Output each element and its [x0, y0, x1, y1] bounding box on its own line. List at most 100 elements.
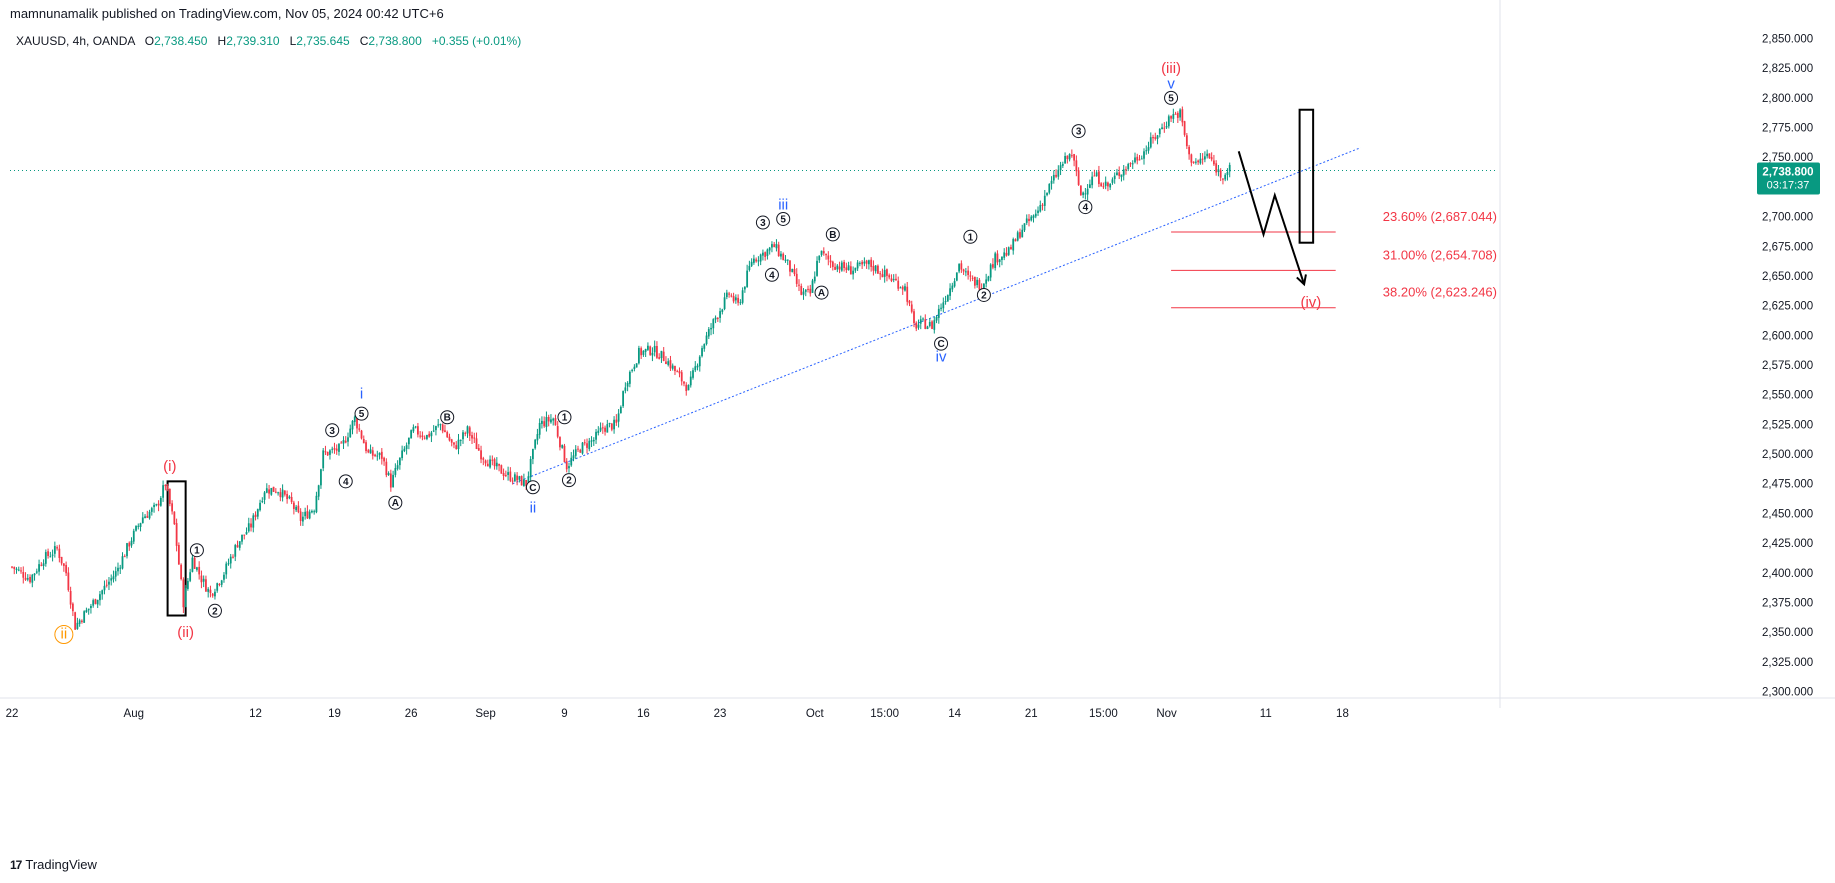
- candle-body: [872, 265, 875, 271]
- candle-body: [852, 270, 855, 275]
- candle-body: [389, 473, 392, 488]
- candle-body: [868, 260, 870, 265]
- candle-body: [604, 427, 606, 432]
- candle-body: [1181, 109, 1184, 123]
- candle-body: [953, 281, 956, 287]
- candle-body: [383, 457, 385, 462]
- price-tick-label: 2,650.000: [1762, 271, 1813, 283]
- candle-body: [676, 371, 679, 373]
- symbol-info[interactable]: XAUUSD, 4h, OANDA: [16, 34, 135, 48]
- candle-body: [624, 387, 627, 391]
- candle-body: [858, 262, 861, 264]
- candle-body: [182, 579, 185, 608]
- candle-body: [367, 450, 370, 453]
- candle-body: [913, 311, 915, 324]
- candle-body: [996, 253, 999, 263]
- wave-count-label: 3: [329, 426, 335, 437]
- candle-body: [1154, 137, 1157, 139]
- candle-body: [38, 564, 40, 572]
- candle-body: [216, 583, 219, 591]
- candle-body: [516, 475, 519, 481]
- candle-body: [1070, 155, 1073, 157]
- candle-body: [121, 556, 124, 569]
- candle-body: [1161, 127, 1163, 130]
- candle-body: [1003, 252, 1006, 258]
- candle-body: [741, 290, 744, 303]
- candle-body: [608, 422, 611, 424]
- wave-count-circle: [814, 285, 829, 300]
- projection-arrowhead: [1296, 274, 1307, 287]
- candle-body: [114, 571, 117, 577]
- candle-body: [1023, 223, 1026, 231]
- candle-body: [475, 438, 478, 450]
- candle-body: [53, 546, 56, 554]
- wave-label: (iv): [1300, 294, 1321, 311]
- candle-body: [166, 485, 169, 490]
- tradingview-footer[interactable]: 17 TradingView: [10, 857, 97, 872]
- candle-body: [647, 345, 649, 350]
- candle-body: [401, 450, 404, 459]
- wave-count-circle: [755, 215, 770, 230]
- wave-count-label: 4: [1083, 203, 1089, 214]
- candle-body: [743, 286, 746, 290]
- candle-body: [26, 578, 29, 580]
- candle-body: [538, 422, 541, 435]
- candle-body: [459, 439, 462, 441]
- candle-body: [1224, 174, 1227, 180]
- candle-body: [1167, 116, 1170, 127]
- candle-body: [579, 449, 582, 453]
- candle-body: [829, 260, 832, 263]
- price-tick-label: 2,700.000: [1762, 212, 1813, 224]
- candle-body: [667, 361, 670, 365]
- candle-body: [315, 495, 318, 513]
- candle-body: [44, 552, 47, 564]
- candle-body: [317, 485, 320, 497]
- candle-body: [928, 321, 931, 327]
- candle-body: [960, 263, 963, 270]
- candle-body: [132, 530, 135, 542]
- candle-body: [752, 258, 755, 263]
- price-tick-label: 2,500.000: [1762, 449, 1813, 461]
- candle-body: [268, 489, 270, 494]
- candle-body: [392, 474, 394, 488]
- candle-body: [793, 268, 796, 275]
- candle-body: [437, 424, 440, 426]
- candle-body: [820, 250, 823, 255]
- candle-body: [775, 243, 778, 249]
- wave-count-circle: [561, 473, 576, 488]
- candle-body: [813, 276, 816, 282]
- candle-body: [811, 280, 814, 293]
- candle-body: [324, 451, 327, 453]
- candle-body: [20, 570, 22, 572]
- candle-body: [574, 449, 577, 456]
- candle-body: [804, 289, 807, 292]
- wave-label: iii: [778, 197, 788, 214]
- candle-body: [108, 581, 110, 585]
- candle-body: [1084, 193, 1087, 195]
- fib-level-label: 38.20% (2,623.246): [1383, 285, 1497, 300]
- candle-body: [405, 445, 408, 449]
- candle-body: [117, 567, 119, 572]
- candle-body: [1016, 232, 1019, 241]
- candle-body: [915, 322, 918, 329]
- candle-body: [446, 432, 449, 438]
- candle-body: [687, 384, 690, 391]
- candle-body: [480, 450, 482, 460]
- candle-body: [338, 443, 340, 452]
- candle-body: [665, 361, 667, 365]
- candle-body: [353, 416, 356, 423]
- candle-body: [622, 391, 625, 407]
- candle-body: [500, 465, 503, 474]
- price-tick-label: 2,475.000: [1762, 479, 1813, 491]
- candle-body: [462, 432, 464, 440]
- candle-body: [448, 436, 451, 441]
- candle-body: [380, 451, 383, 459]
- candle-body: [123, 556, 126, 558]
- candle-body: [694, 366, 697, 371]
- candle-body: [786, 259, 789, 261]
- candle-body: [1052, 174, 1055, 181]
- wave-count-circle: [776, 211, 791, 226]
- candle-body: [886, 269, 888, 276]
- candle-body: [186, 580, 189, 589]
